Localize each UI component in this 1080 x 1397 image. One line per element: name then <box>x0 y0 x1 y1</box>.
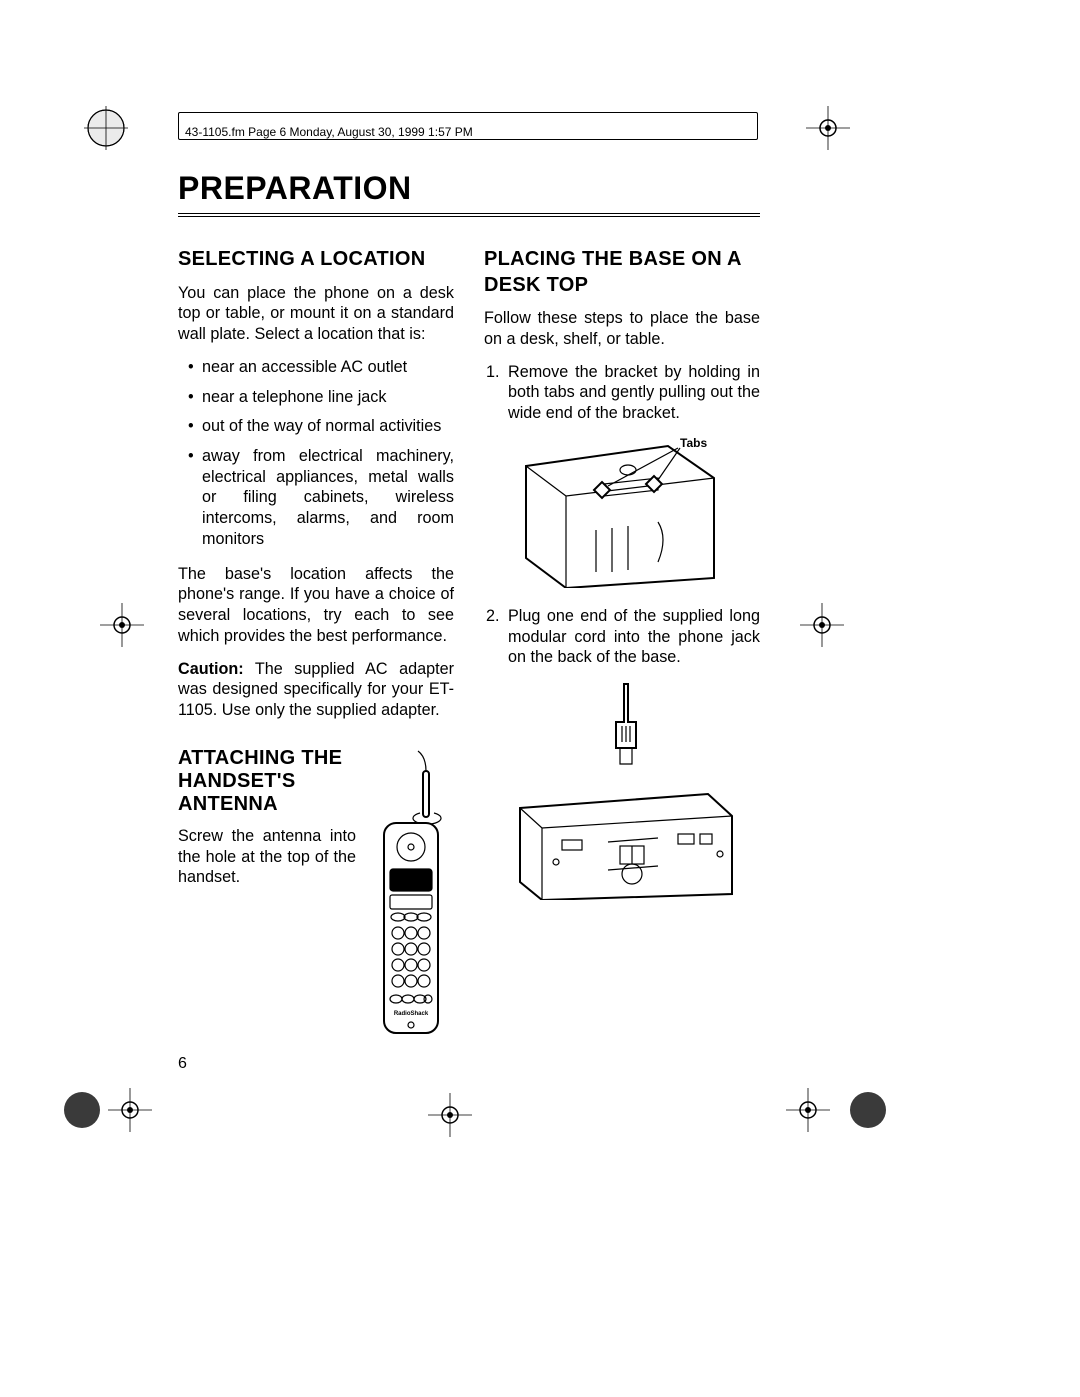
step-1: Remove the bracket by holding in both ta… <box>484 362 760 424</box>
figure-bracket-tabs: Tabs <box>508 438 760 588</box>
figure-base-back <box>508 790 760 900</box>
crop-mark-top-right <box>780 100 850 150</box>
bullet-item: near a telephone line jack <box>178 387 454 408</box>
bullet-item: near an accessible AC outlet <box>178 357 454 378</box>
para-intro-left: You can place the phone on a desk top or… <box>178 283 454 345</box>
para-range: The base's location affects the phone's … <box>178 564 454 647</box>
step-2: Plug one end of the supplied long modula… <box>484 606 760 668</box>
section-antenna: ATTACHING THE HANDSET'S ANTENNA Screw th… <box>178 747 454 1053</box>
crop-mark-bot-right <box>780 1080 900 1140</box>
svg-text:RadioShack: RadioShack <box>394 1011 429 1017</box>
crop-mark-mid-left <box>84 600 144 650</box>
bullet-item: out of the way of normal activities <box>178 416 454 437</box>
heading-selecting-location: SELECTING A LOCATION <box>178 247 454 273</box>
page-title: PREPARATION <box>178 170 760 207</box>
bullet-item: away from electrical machinery, electric… <box>178 446 454 550</box>
title-rule <box>178 213 760 217</box>
location-bullets: near an accessible AC outlet near a tele… <box>178 357 454 550</box>
page-number: 6 <box>178 1055 187 1073</box>
antenna-text: ATTACHING THE HANDSET'S ANTENNA Screw th… <box>178 747 356 1053</box>
handset-illustration: RadioShack <box>368 747 454 1053</box>
content-area: PREPARATION SELECTING A LOCATION You can… <box>178 170 760 1053</box>
para-caution: Caution: The supplied AC adapter was des… <box>178 659 454 721</box>
steps-list: Remove the bracket by holding in both ta… <box>484 362 760 900</box>
header-text: 43-1105.fm Page 6 Monday, August 30, 199… <box>185 125 473 139</box>
figure-label-tabs: Tabs <box>680 436 707 451</box>
para-intro-right: Follow these steps to place the base on … <box>484 308 760 349</box>
crop-mark-top-left <box>84 100 154 150</box>
columns: SELECTING A LOCATION You can place the p… <box>178 247 760 1053</box>
crop-mark-mid-right <box>800 600 860 650</box>
figure-cord-plug <box>594 682 760 772</box>
para-antenna: Screw the antenna into the hole at the t… <box>178 826 356 888</box>
caution-label: Caution: <box>178 660 244 678</box>
crop-mark-bot-mid <box>420 1090 480 1140</box>
heading-placing-base: PLACING THE BASE ON A DESK TOP <box>484 247 760 298</box>
page: 43-1105.fm Page 6 Monday, August 30, 199… <box>0 0 1080 1397</box>
crop-mark-bot-left <box>60 1080 160 1140</box>
heading-antenna: ATTACHING THE HANDSET'S ANTENNA <box>178 747 356 816</box>
right-column: PLACING THE BASE ON A DESK TOP Follow th… <box>484 247 760 1053</box>
left-column: SELECTING A LOCATION You can place the p… <box>178 247 454 1053</box>
